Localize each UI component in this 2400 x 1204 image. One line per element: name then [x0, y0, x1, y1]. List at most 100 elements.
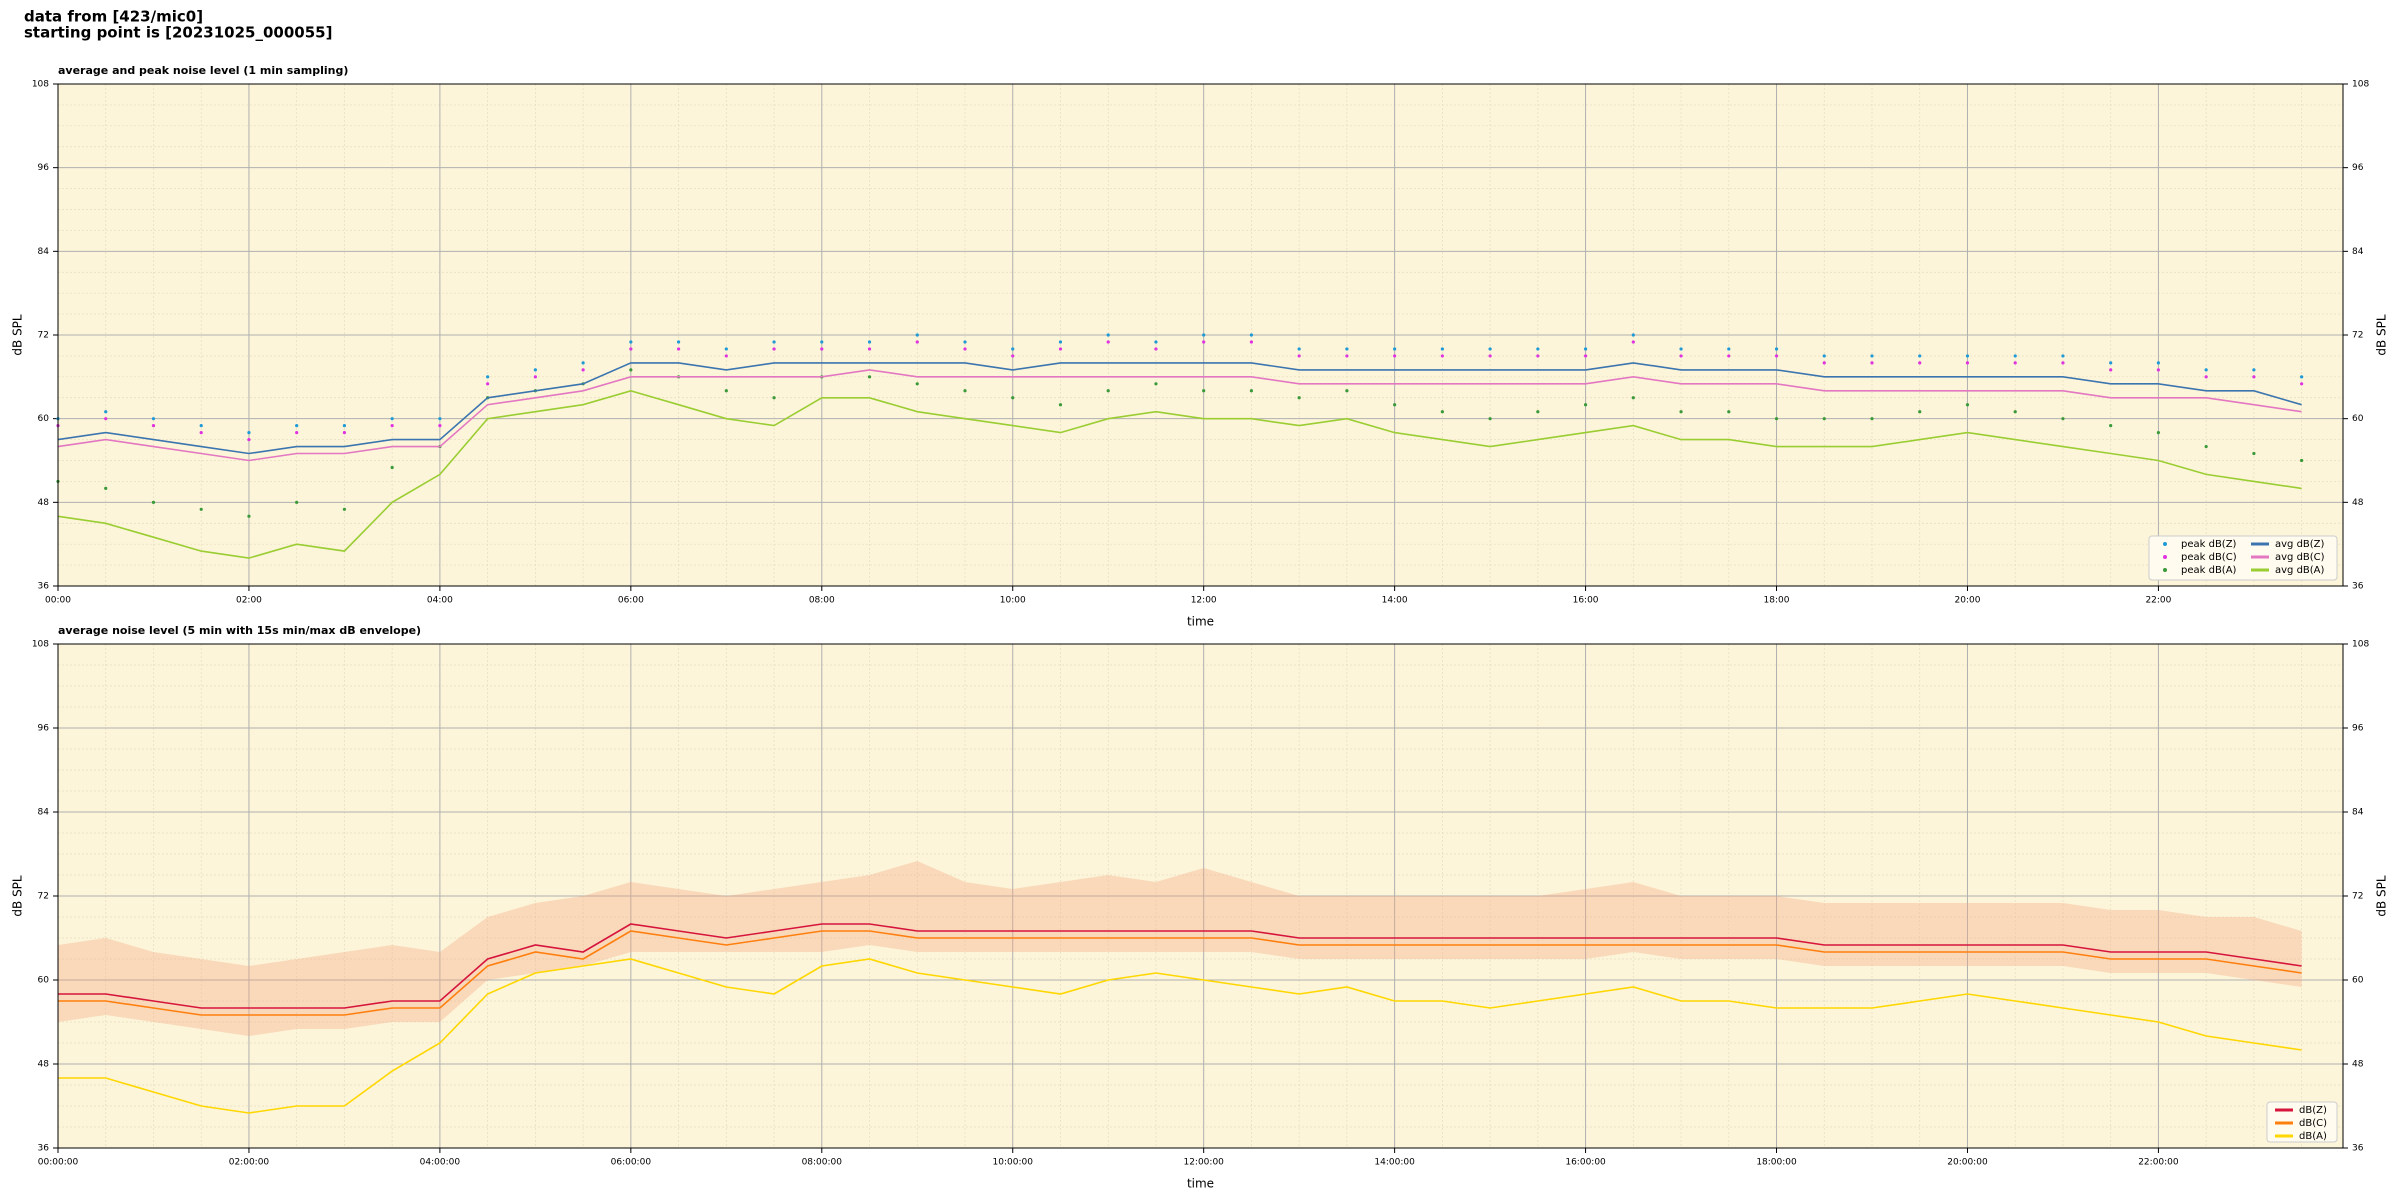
y-axis-label: dB SPL: [2375, 875, 2389, 917]
peak-dot: [438, 424, 442, 428]
peak-dot: [1440, 410, 1444, 414]
peak-dot: [1631, 396, 1635, 400]
peak-dot: [295, 500, 299, 504]
series-line: [57, 369, 2302, 462]
legend-label: avg dB(Z): [2275, 539, 2325, 550]
peak-dot: [772, 340, 776, 344]
peak-dot: [1154, 340, 1158, 344]
series-line: [58, 930, 2302, 1016]
y-tick-label: 96: [2352, 724, 2364, 734]
legend-label: peak dB(A): [2181, 565, 2237, 576]
legend-label: dB(Z): [2299, 1105, 2327, 1116]
peak-dot: [1011, 347, 1015, 351]
peak-dot: [1679, 410, 1683, 414]
x-tick-label: 06:00:00: [611, 1158, 652, 1168]
peak-dot: [2252, 375, 2256, 379]
y-tick-label: 48: [38, 498, 50, 508]
peak-dot: [151, 424, 156, 428]
x-tick-label: 16:00:00: [1565, 1158, 1606, 1168]
y-tick-label: 84: [2352, 247, 2364, 257]
panel-title: average and peak noise level (1 min samp…: [58, 64, 348, 77]
peak-dot: [486, 382, 490, 386]
peak-dot: [1918, 354, 1922, 358]
peak-dot: [1727, 410, 1731, 414]
peak-dot: [1774, 417, 1779, 421]
legend-label: avg dB(C): [2275, 552, 2325, 563]
peak-dot: [1345, 354, 1349, 358]
peak-dot: [963, 347, 967, 351]
panel-title: average noise level (5 min with 15s min/…: [58, 624, 421, 637]
y-tick-label: 84: [38, 808, 50, 818]
peak-dot: [1965, 403, 1970, 407]
peak-dot: [1727, 347, 1731, 351]
peak-dot: [963, 340, 967, 344]
peak-dot: [1106, 333, 1110, 337]
envelope: [58, 861, 2302, 1036]
x-axis-label: time: [1187, 1177, 1214, 1191]
series-line: [58, 958, 2302, 1114]
peak-dot: [533, 375, 537, 379]
peak-dot: [1154, 382, 1158, 386]
peak-dot: [629, 347, 633, 351]
series-line: [57, 362, 2302, 455]
peak-dot: [2300, 375, 2304, 379]
y-tick-label: 60: [38, 414, 50, 424]
peak-dot: [2300, 382, 2304, 386]
peak-dot: [1870, 354, 1874, 358]
peak-dot: [486, 375, 490, 379]
peak-dot: [1345, 389, 1349, 393]
x-tick-label: 12:00: [1191, 596, 1217, 606]
peak-dot: [2109, 368, 2113, 372]
peak-dot: [104, 410, 108, 414]
peak-dot: [151, 500, 156, 504]
peak-dot: [104, 486, 108, 490]
y-tick-label: 96: [38, 163, 50, 173]
x-tick-label: 16:00: [1573, 596, 1599, 606]
peak-dot: [1297, 354, 1301, 358]
peak-dot: [199, 507, 203, 511]
peak-dot: [2109, 424, 2113, 428]
peak-dot: [629, 340, 633, 344]
peak-dot: [1965, 361, 1970, 365]
y-tick-label: 60: [38, 976, 50, 986]
peak-dot: [963, 389, 967, 393]
peak-dot: [1631, 340, 1635, 344]
x-tick-label: 18:00:00: [1756, 1158, 1797, 1168]
peak-dot: [2204, 375, 2208, 379]
y-tick-label: 108: [2352, 80, 2369, 90]
x-tick-label: 14:00:00: [1374, 1158, 1415, 1168]
x-tick-label: 22:00: [2145, 596, 2171, 606]
peak-dot: [1488, 347, 1492, 351]
x-tick-label: 06:00: [618, 596, 644, 606]
peak-dot: [1393, 403, 1397, 407]
peak-dot: [676, 347, 681, 351]
peak-dot: [1631, 333, 1635, 337]
peak-dot: [581, 361, 585, 365]
y-axis-label: dB SPL: [11, 875, 25, 917]
peak-dot: [2013, 410, 2017, 414]
peak-dot: [342, 431, 347, 435]
x-tick-label: 08:00:00: [802, 1158, 843, 1168]
peak-dot: [247, 431, 251, 435]
peak-dot: [1583, 403, 1588, 407]
legend-label: dB(C): [2299, 1118, 2327, 1129]
peak-dot: [295, 424, 299, 428]
peak-dot: [2252, 368, 2256, 372]
peak-dot: [295, 431, 299, 435]
peak-dot: [342, 424, 347, 428]
y-tick-label: 48: [2352, 1060, 2364, 1070]
peak-dot: [247, 437, 251, 442]
x-tick-label: 02:00: [236, 596, 262, 606]
peak-dot: [867, 375, 872, 379]
y-tick-label: 96: [2352, 163, 2364, 173]
legend-label: peak dB(C): [2181, 552, 2237, 563]
peak-dot: [2013, 354, 2017, 358]
peak-dot: [629, 368, 633, 372]
legend-box: [2266, 1101, 2338, 1143]
peak-dot: [724, 389, 728, 393]
x-tick-label: 04:00:00: [420, 1158, 461, 1168]
peak-dot: [1440, 354, 1444, 358]
peak-dot: [1297, 396, 1301, 400]
peak-dot: [1822, 417, 1826, 421]
y-tick-label: 36: [2352, 582, 2364, 592]
